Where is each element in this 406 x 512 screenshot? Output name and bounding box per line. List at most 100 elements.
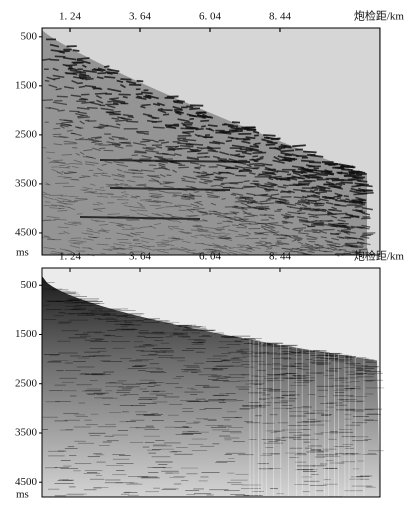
event [186, 219, 200, 222]
event [93, 172, 104, 175]
y-tick-label: 1500 [15, 79, 38, 91]
event [231, 121, 241, 124]
event [136, 206, 146, 209]
event [301, 203, 307, 208]
event [284, 217, 290, 220]
event [340, 181, 353, 184]
event [83, 188, 89, 191]
event [61, 154, 72, 156]
event [151, 194, 165, 198]
event [51, 250, 65, 254]
event [316, 173, 328, 177]
event [302, 223, 309, 227]
event [259, 200, 268, 203]
event [228, 251, 238, 255]
event [332, 224, 347, 227]
event [76, 57, 90, 61]
event [136, 212, 149, 217]
event [339, 248, 347, 251]
event [340, 252, 351, 255]
event [85, 138, 95, 142]
event [76, 107, 90, 110]
event [82, 156, 94, 159]
y-tick-label: 500 [21, 279, 38, 291]
event [114, 145, 124, 149]
event [177, 147, 191, 150]
event [239, 222, 251, 225]
event [136, 95, 143, 99]
event [346, 236, 358, 240]
event [236, 244, 250, 246]
event [107, 68, 120, 73]
event [304, 242, 314, 247]
event [270, 193, 280, 196]
event [105, 71, 115, 74]
event [231, 130, 243, 133]
event [128, 246, 133, 249]
event [277, 185, 287, 189]
event [235, 150, 247, 153]
event [162, 181, 175, 184]
event [185, 185, 196, 189]
event [71, 166, 79, 169]
event [200, 234, 212, 236]
event [64, 223, 78, 226]
event [284, 213, 292, 216]
event [130, 227, 141, 229]
event [297, 200, 310, 204]
event [291, 165, 305, 169]
event [315, 191, 327, 194]
event [97, 72, 107, 75]
event [207, 145, 214, 150]
event [42, 99, 53, 101]
y-tick-label: 3500 [15, 177, 38, 189]
event [69, 69, 82, 73]
event [96, 201, 104, 205]
y-tick-label: 500 [21, 30, 38, 42]
event [318, 189, 333, 192]
event [230, 193, 237, 196]
event [273, 156, 280, 161]
event [126, 120, 139, 123]
event [262, 163, 273, 166]
event [215, 176, 224, 180]
event [299, 207, 312, 210]
event [68, 195, 79, 198]
event [186, 252, 195, 254]
event [116, 215, 130, 218]
event [73, 159, 82, 163]
event [293, 235, 303, 240]
event [43, 235, 51, 239]
event [155, 145, 163, 149]
x-tick-label: 3. 64 [129, 11, 152, 23]
event [345, 198, 350, 201]
event [65, 249, 72, 253]
event [253, 134, 259, 137]
event [96, 243, 109, 246]
event [60, 122, 72, 127]
event [177, 118, 190, 123]
event [291, 234, 299, 237]
event [142, 147, 154, 151]
event [75, 113, 88, 117]
event [296, 209, 302, 212]
event [156, 180, 162, 185]
event [173, 194, 187, 198]
event [41, 147, 47, 149]
event [219, 247, 228, 250]
event [263, 184, 275, 188]
event [361, 192, 374, 195]
event [190, 229, 205, 232]
event [311, 228, 323, 232]
event [133, 142, 147, 146]
event [57, 171, 63, 176]
event [358, 248, 368, 251]
event [208, 127, 215, 132]
event [229, 187, 243, 190]
event [301, 195, 307, 199]
event [141, 155, 153, 159]
event [339, 165, 345, 170]
event [134, 242, 142, 245]
event [90, 136, 102, 139]
event [187, 209, 194, 213]
